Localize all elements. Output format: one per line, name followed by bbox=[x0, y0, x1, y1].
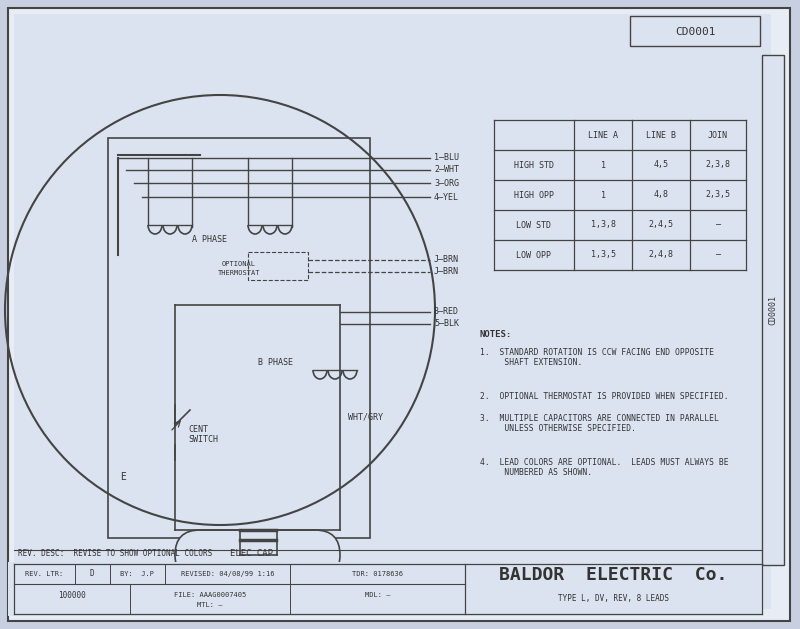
Bar bbox=[630, 16, 760, 46]
Text: 3–ORG: 3–ORG bbox=[434, 179, 459, 187]
Text: 2,3,8: 2,3,8 bbox=[706, 160, 730, 169]
Text: 2,3,5: 2,3,5 bbox=[706, 191, 730, 199]
Text: REV. DESC:  REVISE TO SHOW OPTIONAL COLORS: REV. DESC: REVISE TO SHOW OPTIONAL COLOR… bbox=[18, 548, 212, 557]
Text: 3.  MULTIPLE CAPACITORS ARE CONNECTED IN PARALLEL
     UNLESS OTHERWISE SPECIFIE: 3. MULTIPLE CAPACITORS ARE CONNECTED IN … bbox=[480, 414, 719, 433]
Text: 4,8: 4,8 bbox=[654, 191, 669, 199]
Text: CENT: CENT bbox=[188, 425, 208, 434]
Text: LINE B: LINE B bbox=[646, 130, 676, 140]
Text: 4,5: 4,5 bbox=[654, 160, 669, 169]
Text: 1: 1 bbox=[601, 160, 606, 169]
Text: 1.  STANDARD ROTATION IS CCW FACING END OPPOSITE
     SHAFT EXTENSION.: 1. STANDARD ROTATION IS CCW FACING END O… bbox=[480, 348, 714, 367]
Text: 5–BLK: 5–BLK bbox=[434, 320, 459, 328]
Text: 8–RED: 8–RED bbox=[434, 308, 459, 316]
Text: ELEC CAP: ELEC CAP bbox=[230, 549, 273, 558]
Text: LOW OPP: LOW OPP bbox=[517, 250, 551, 260]
Text: NOTES:: NOTES: bbox=[480, 330, 512, 339]
Bar bbox=[248, 252, 308, 280]
Text: 1: 1 bbox=[601, 191, 606, 199]
Text: CD0001: CD0001 bbox=[769, 295, 778, 325]
Text: 1,3,5: 1,3,5 bbox=[590, 250, 615, 260]
Text: REVISED: 04/08/99 1:16: REVISED: 04/08/99 1:16 bbox=[182, 571, 274, 577]
Text: CD0001: CD0001 bbox=[674, 27, 715, 37]
Text: LINE A: LINE A bbox=[588, 130, 618, 140]
Text: TDR: 0178636: TDR: 0178636 bbox=[353, 571, 403, 577]
Bar bbox=[8, 562, 762, 616]
Text: 2–WHT: 2–WHT bbox=[434, 165, 459, 174]
Bar bbox=[762, 55, 784, 565]
Text: 2,4,5: 2,4,5 bbox=[649, 221, 674, 230]
Text: MTL: –: MTL: – bbox=[198, 602, 222, 608]
Text: MDL: –: MDL: – bbox=[366, 592, 390, 598]
Text: 4.  LEAD COLORS ARE OPTIONAL.  LEADS MUST ALWAYS BE
     NUMBERED AS SHOWN.: 4. LEAD COLORS ARE OPTIONAL. LEADS MUST … bbox=[480, 458, 729, 477]
Text: J–BRN: J–BRN bbox=[434, 255, 459, 265]
Text: 1,3,8: 1,3,8 bbox=[590, 221, 615, 230]
Text: 4–YEL: 4–YEL bbox=[434, 192, 459, 201]
Text: OPTIONAL: OPTIONAL bbox=[222, 261, 256, 267]
Text: 100000: 100000 bbox=[58, 591, 86, 599]
Text: WHT/GRY: WHT/GRY bbox=[348, 413, 383, 422]
Text: E: E bbox=[120, 472, 126, 482]
Text: –: – bbox=[715, 250, 721, 260]
FancyBboxPatch shape bbox=[175, 530, 340, 580]
Text: J–BRN: J–BRN bbox=[434, 267, 459, 277]
Text: D: D bbox=[90, 569, 94, 579]
Text: HIGH OPP: HIGH OPP bbox=[514, 191, 554, 199]
Text: B PHASE: B PHASE bbox=[258, 358, 293, 367]
Text: 1–BLU: 1–BLU bbox=[434, 153, 459, 162]
Text: REV. LTR:: REV. LTR: bbox=[25, 571, 63, 577]
Text: –: – bbox=[715, 221, 721, 230]
Text: 2.  OPTIONAL THERMOSTAT IS PROVIDED WHEN SPECIFIED.: 2. OPTIONAL THERMOSTAT IS PROVIDED WHEN … bbox=[480, 392, 729, 401]
Text: LOW STD: LOW STD bbox=[517, 221, 551, 230]
Text: HIGH STD: HIGH STD bbox=[514, 160, 554, 169]
Text: BY:  J.P: BY: J.P bbox=[120, 571, 154, 577]
Text: THERMOSTAT: THERMOSTAT bbox=[218, 270, 261, 276]
Text: 2,4,8: 2,4,8 bbox=[649, 250, 674, 260]
Text: BALDOR  ELECTRIC  Co.: BALDOR ELECTRIC Co. bbox=[499, 566, 728, 584]
Text: FILE: AAAG0007405: FILE: AAAG0007405 bbox=[174, 592, 246, 598]
Text: JOIN: JOIN bbox=[708, 130, 728, 140]
Bar bbox=[108, 138, 370, 538]
Text: A PHASE: A PHASE bbox=[192, 235, 227, 244]
Text: SWITCH: SWITCH bbox=[188, 435, 218, 444]
Text: TYPE L, DV, REV, 8 LEADS: TYPE L, DV, REV, 8 LEADS bbox=[558, 594, 669, 603]
